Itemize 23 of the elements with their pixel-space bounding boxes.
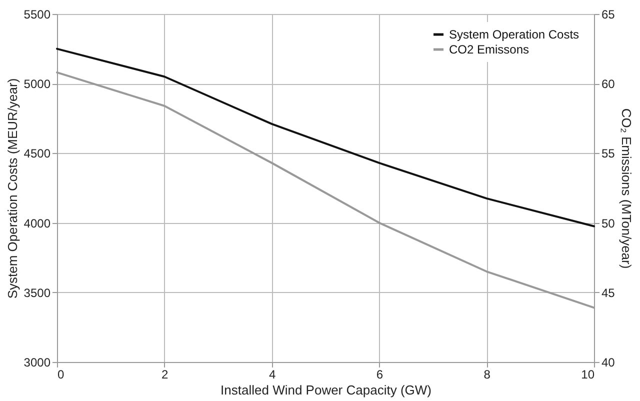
legend-label: CO2 Emissons: [449, 42, 530, 56]
y-tick-label: 3500: [24, 286, 51, 300]
x-tick-label: 2: [162, 368, 169, 382]
y-tick-label: 3000: [24, 356, 51, 370]
y2-tick-label: 60: [602, 77, 616, 92]
y2-tick-label: 65: [602, 8, 616, 22]
y2-tick-label: 45: [602, 286, 616, 300]
x-tick-label: 4: [268, 368, 276, 382]
x-axis-title: Installed Wind Power Capacity (GW): [220, 382, 432, 398]
x-tick-label: 8: [484, 368, 491, 382]
legend-label: System Operation Costs: [449, 28, 580, 42]
y-tick-label: 5500: [24, 8, 51, 22]
y2-axis-title: CO₂ Emissions (MTon/year): [618, 108, 634, 269]
y-tick-label: 4000: [24, 216, 51, 230]
x-tick-label: 0: [58, 368, 64, 382]
x-tick-label: 10: [581, 368, 595, 382]
y2-tick-label: 55: [602, 146, 616, 161]
y-tick-label: 5000: [24, 77, 51, 92]
y2-tick-label: 40: [602, 356, 616, 370]
y-axis-title: System Operation Costs (MEUR/year): [4, 78, 20, 299]
x-tick-label: 6: [376, 368, 384, 382]
y2-tick-label: 50: [602, 216, 616, 230]
y-tick-label: 4500: [24, 146, 51, 161]
